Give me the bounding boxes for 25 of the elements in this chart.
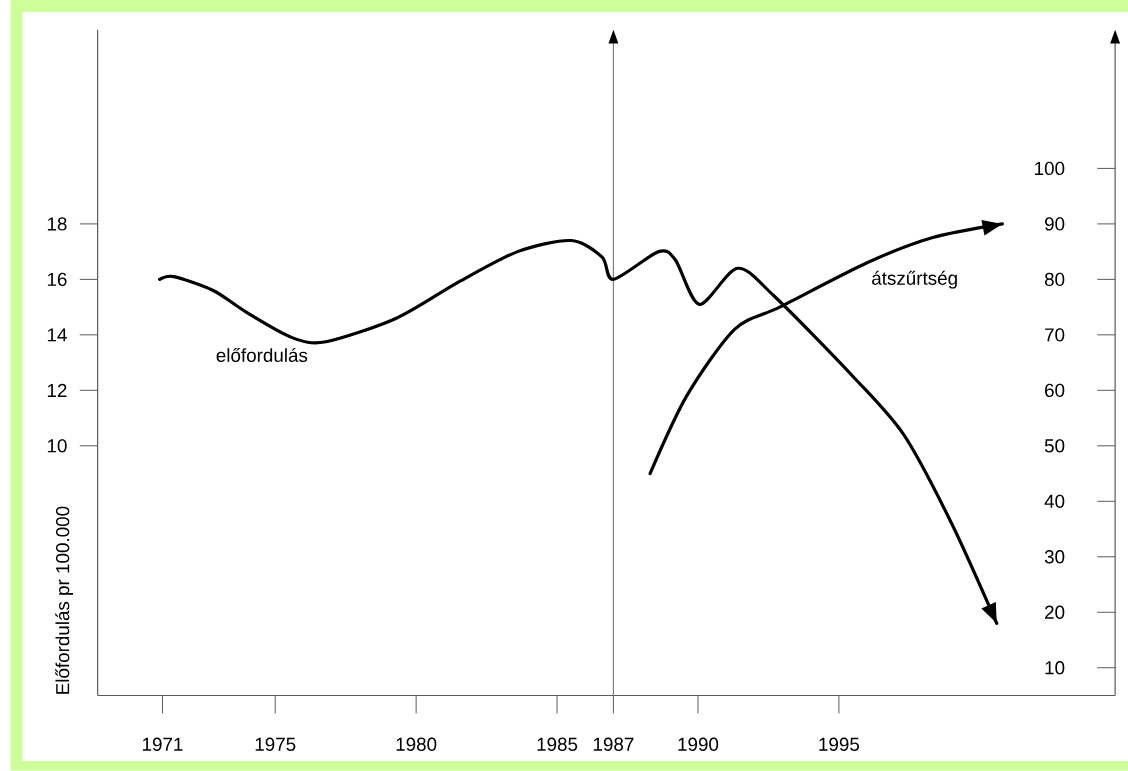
x-tick-label: 1995	[819, 737, 860, 752]
y2-tick-label: 20	[1045, 605, 1065, 620]
x-tick-label: 1980	[396, 737, 437, 752]
y-tick-label: 16	[47, 272, 67, 287]
x-tick-label: 1985	[537, 737, 578, 752]
y-tick-label: 10	[47, 439, 67, 453]
y2-tick-label: 60	[1045, 383, 1065, 398]
x-tick-label: 1975	[255, 737, 296, 752]
y-tick-label: 12	[47, 383, 67, 398]
y2-tick-label: 30	[1044, 550, 1065, 564]
y2-tick-label: 100	[1035, 161, 1065, 176]
y2-tick-label: 80	[1044, 272, 1065, 287]
y-tick-label: 18	[47, 217, 67, 231]
y2-tick-label: 10	[1045, 661, 1065, 675]
y2-tick-label: 40	[1044, 494, 1065, 509]
series-label: előfordulás	[216, 348, 308, 363]
x-tick-label: 1971	[142, 737, 183, 752]
y-tick-label: 14	[47, 328, 67, 342]
y2-tick-label: 50	[1044, 439, 1065, 453]
y2-tick-label: 90	[1045, 217, 1065, 231]
x-tick-label: 1990	[678, 737, 719, 752]
y-axis-title: Előfordulás pr 100.000	[55, 506, 74, 694]
series-label: átszűrtség	[872, 270, 957, 289]
x-tick-label: 1987	[593, 737, 634, 752]
y2-tick-label: 70	[1045, 328, 1065, 342]
